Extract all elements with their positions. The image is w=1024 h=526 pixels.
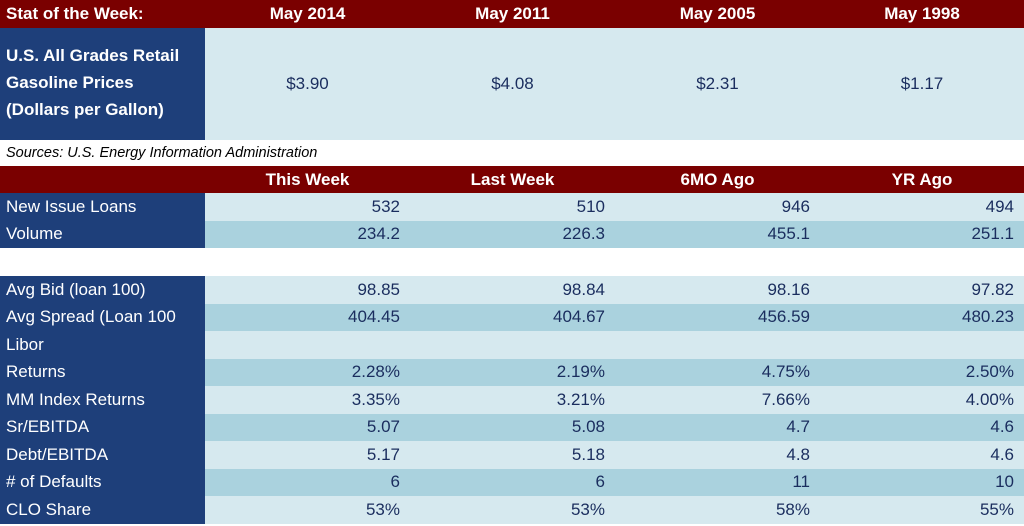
sources-note: Sources: U.S. Energy Information Adminis…	[6, 145, 318, 161]
row-value: 234.2	[205, 220, 410, 248]
row-value: 7.66%	[615, 386, 820, 414]
row-value: 2.19%	[410, 358, 615, 386]
row-value: 4.8	[615, 441, 820, 469]
stat-col-header: May 2005	[679, 4, 756, 23]
table-row: New Issue Loans 532 510 946 494	[0, 193, 1024, 221]
row-label: Debt/EBITDA	[0, 441, 205, 469]
row-label: Avg Bid (loan 100)	[0, 276, 205, 304]
stat-col-header: May 2014	[269, 4, 346, 23]
loan-col-header: This Week	[265, 169, 350, 189]
row-value: 494	[820, 193, 1024, 221]
table-row: Volume 234.2 226.3 455.1 251.1	[0, 220, 1024, 248]
stat-value: $2.31	[696, 74, 739, 93]
row-value: 97.82	[820, 276, 1024, 304]
row-value: 456.59	[615, 303, 820, 331]
stat-row-label-line: (Dollars per Gallon)	[6, 100, 164, 119]
row-value: 6	[410, 468, 615, 496]
row-label: MM Index Returns	[0, 386, 205, 414]
row-value: 4.00%	[820, 386, 1024, 414]
row-label: Avg Spread (Loan 100	[0, 303, 205, 331]
row-value: 3.35%	[205, 386, 410, 414]
table-row: Returns 2.28% 2.19% 4.75% 2.50%	[0, 358, 1024, 386]
row-value	[205, 331, 410, 359]
table-row: Debt/EBITDA 5.17 5.18 4.8 4.6	[0, 441, 1024, 469]
row-value: 946	[615, 193, 820, 221]
stat-col-header: May 2011	[475, 4, 550, 23]
row-value: 2.50%	[820, 358, 1024, 386]
row-value: 4.6	[820, 441, 1024, 469]
stat-col-header: May 1998	[884, 4, 960, 23]
stat-header-label: Stat of the Week:	[6, 4, 144, 23]
row-value: 98.85	[205, 276, 410, 304]
row-value	[615, 331, 820, 359]
stat-table-header: Stat of the Week: May 2014 May 2011 May …	[0, 0, 1024, 28]
row-value: 404.67	[410, 303, 615, 331]
row-label: New Issue Loans	[0, 193, 205, 221]
row-value: 58%	[615, 496, 820, 524]
row-label: Sr/EBITDA	[0, 413, 205, 441]
row-value: 5.17	[205, 441, 410, 469]
stat-row-label-line: U.S. All Grades Retail	[6, 46, 180, 65]
row-value: 480.23	[820, 303, 1024, 331]
stat-table-body: U.S. All Grades Retail Gasoline Prices (…	[0, 28, 1024, 140]
stat-values: $3.90 $4.08 $2.31 $1.17	[205, 28, 1024, 140]
row-value: 5.18	[410, 441, 615, 469]
row-value: 98.16	[615, 276, 820, 304]
row-value: 6	[205, 468, 410, 496]
stat-row-label: U.S. All Grades Retail Gasoline Prices (…	[0, 28, 205, 140]
table-row: Avg Spread (Loan 100 404.45 404.67 456.5…	[0, 303, 1024, 331]
row-label: Returns	[0, 358, 205, 386]
row-value	[410, 331, 615, 359]
row-value: 404.45	[205, 303, 410, 331]
row-value: 251.1	[820, 220, 1024, 248]
row-value: 53%	[410, 496, 615, 524]
table-row: Libor	[0, 331, 1024, 359]
row-value: 510	[410, 193, 615, 221]
stat-value: $1.17	[900, 74, 944, 93]
row-value: 455.1	[615, 220, 820, 248]
row-value: 532	[205, 193, 410, 221]
row-value: 4.7	[615, 413, 820, 441]
table-row: # of Defaults 6 6 11 10	[0, 468, 1024, 496]
row-value: 5.07	[205, 413, 410, 441]
row-value: 4.6	[820, 413, 1024, 441]
table-row: MM Index Returns 3.35% 3.21% 7.66% 4.00%	[0, 386, 1024, 414]
loan-table-group-2: Avg Bid (loan 100) 98.85 98.84 98.16 97.…	[0, 276, 1024, 524]
stat-value: $3.90	[286, 74, 329, 93]
row-value	[820, 331, 1024, 359]
row-value: 226.3	[410, 220, 615, 248]
table-row: CLO Share 53% 53% 58% 55%	[0, 496, 1024, 524]
row-value: 53%	[205, 496, 410, 524]
row-value: 3.21%	[410, 386, 615, 414]
stat-value: $4.08	[491, 74, 534, 93]
table-row: Avg Bid (loan 100) 98.85 98.84 98.16 97.…	[0, 276, 1024, 304]
row-value: 55%	[820, 496, 1024, 524]
row-value: 11	[615, 468, 820, 496]
loan-header-spacer	[0, 166, 205, 193]
row-label: Libor	[0, 331, 205, 359]
stat-row-label-line: Gasoline Prices	[6, 73, 134, 92]
loan-col-header: 6MO Ago	[680, 169, 755, 189]
row-value: 4.75%	[615, 358, 820, 386]
row-value: 98.84	[410, 276, 615, 304]
loan-col-header: YR Ago	[891, 169, 953, 189]
table-row: Sr/EBITDA 5.07 5.08 4.7 4.6	[0, 413, 1024, 441]
loan-table-header: This Week Last Week 6MO Ago YR Ago	[0, 166, 1024, 193]
row-value: 10	[820, 468, 1024, 496]
row-value: 2.28%	[205, 358, 410, 386]
row-label: CLO Share	[0, 496, 205, 524]
loan-table-group-1: New Issue Loans 532 510 946 494 Volume 2…	[0, 193, 1024, 248]
row-label: Volume	[0, 220, 205, 248]
row-value: 5.08	[410, 413, 615, 441]
loan-col-header: Last Week	[470, 169, 555, 189]
row-label: # of Defaults	[0, 468, 205, 496]
